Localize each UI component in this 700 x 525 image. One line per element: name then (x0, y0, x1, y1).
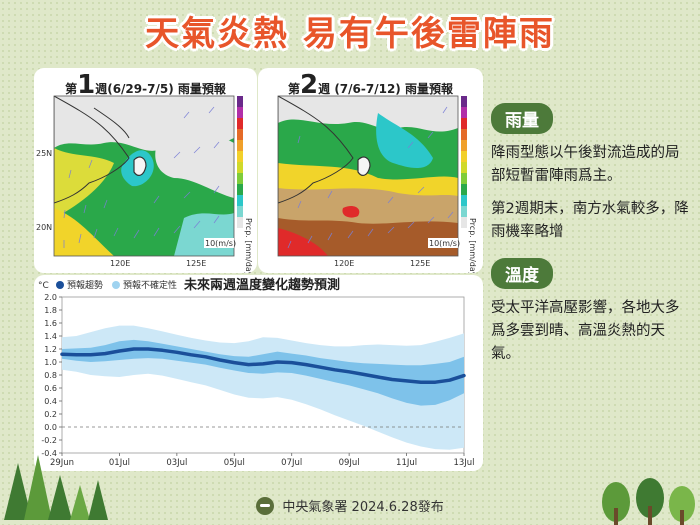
x-tick-label: 13Jul (453, 458, 474, 468)
y-tick-label: 1.2 (44, 345, 57, 354)
y-tick-label: 2.0 (44, 293, 57, 302)
legend-trend-swatch (56, 281, 64, 289)
y-tick-label: 0.0 (44, 423, 57, 432)
temp-trend-chart: °C 預報趨勢 預報不確定性 未來兩週溫度變化趨勢預測 -0.4 -0.2 0.0 0… (38, 277, 475, 468)
rain-text-2: 第2週期末，南方水氣較多，降雨機率略增 (491, 201, 689, 240)
legend-uncert-label: 預報不確定性 (123, 279, 177, 291)
week1-prefix: 第 (65, 82, 78, 96)
y-unit-label: °C (38, 281, 49, 291)
page-title: 天氣炎熱 易有午後雷陣雨 (145, 14, 555, 54)
week1-wind-scale: 10(m/s) (205, 239, 236, 248)
x-tick-label: 29Jun (50, 458, 74, 468)
y-tick-label: 1.0 (44, 358, 57, 367)
cwa-logo-icon (256, 496, 275, 515)
y-tick-label: 0.6 (44, 384, 57, 393)
x-tick-label: 01Jul (109, 458, 130, 468)
rain-text-1: 降雨型態以午後對流造成的局部短暫雷陣雨爲主。 (491, 145, 680, 184)
temp-text-1: 受太平洋高壓影響，各地大多爲多雲到晴、高溫炎熱的天氣。 (491, 300, 680, 362)
week1-rain-map: 25N 20N 120E 125E 10(m/s) Prcp. [mm/day] (36, 95, 253, 273)
y-tick-label: -0.2 (41, 436, 57, 445)
week1-number: 1 (77, 70, 96, 100)
y-tick-label: 0.4 (44, 397, 57, 406)
week1-map-card: 第1週(6/29-7/5) 雨量預報 25N 20 (34, 68, 257, 273)
week2-colorbar (461, 96, 467, 228)
y-tick-label: 0.8 (44, 371, 57, 380)
week2-prefix: 第 (288, 82, 301, 96)
temp-heading: 溫度 (491, 258, 553, 289)
week2-lon-125: 125E (410, 259, 430, 268)
week1-map-title: 第1週(6/29-7/5) 雨量預報 (34, 70, 257, 100)
chart-legend: °C 預報趨勢 預報不確定性 未來兩週溫度變化趨勢預測 (38, 277, 340, 293)
rain-heading: 雨量 (491, 103, 553, 134)
inner-uncertainty-band (62, 339, 464, 406)
week2-wind-scale: 10(m/s) (429, 239, 460, 248)
uncertainty-bands (62, 325, 464, 450)
week1-colorbar (237, 96, 243, 228)
y-tick-label: -0.4 (41, 449, 57, 458)
week1-lat-20: 20N (36, 223, 52, 232)
y-tick-label: 1.8 (44, 306, 57, 315)
legend-uncert-swatch (112, 281, 120, 289)
week1-lon-125: 125E (186, 259, 206, 268)
side-panel: 雨量 降雨型態以午後對流造成的局部短暫雷陣雨爲主。 第2週期末，南方水氣較多，降… (491, 95, 691, 470)
week2-label: 週 (7/6-7/12) 雨量預報 (318, 82, 453, 96)
footer: 中央氣象署 2024.6.28發布 (0, 496, 700, 515)
temp-chart-card: °C 預報趨勢 預報不確定性 未來兩週溫度變化趨勢預測 -0.4 -0.2 0.0 0… (34, 275, 483, 471)
chart-title: 未來兩週溫度變化趨勢預測 (183, 277, 340, 293)
y-tick-label: 1.6 (44, 319, 57, 328)
trees-left-decoration (4, 455, 108, 520)
week1-lon-120: 120E (110, 259, 130, 268)
week2-map-title: 第2週 (7/6-7/12) 雨量預報 (258, 70, 483, 100)
footer-text: 中央氣象署 2024.6.28發布 (282, 500, 444, 515)
y-tick-label: 0.2 (44, 410, 57, 419)
x-tick-label: 07Jul (281, 458, 302, 468)
trees-right-decoration (602, 478, 695, 525)
week2-rain-map: 120E 125E 10(m/s) Prcp. [mm/day] (277, 95, 477, 273)
week2-lon-120: 120E (334, 259, 354, 268)
x-tick-label: 05Jul (224, 458, 245, 468)
trend-line (60, 347, 466, 384)
x-tick-label: 03Jul (166, 458, 187, 468)
legend-trend-label: 預報趨勢 (67, 279, 103, 291)
x-tick-label: 09Jul (339, 458, 360, 468)
x-tick-label: 11Jul (396, 458, 417, 468)
y-tick-label: 1.4 (44, 332, 57, 341)
week1-label: 週(6/29-7/5) 雨量預報 (95, 82, 226, 96)
week2-number: 2 (300, 70, 319, 100)
week2-unit: Prcp. [mm/day] (468, 218, 477, 273)
week1-lat-25: 25N (36, 149, 52, 158)
week2-map-card: 第2週 (7/6-7/12) 雨量預報 120E 125E (258, 68, 483, 273)
week1-unit: Prcp. [mm/day] (244, 218, 253, 273)
